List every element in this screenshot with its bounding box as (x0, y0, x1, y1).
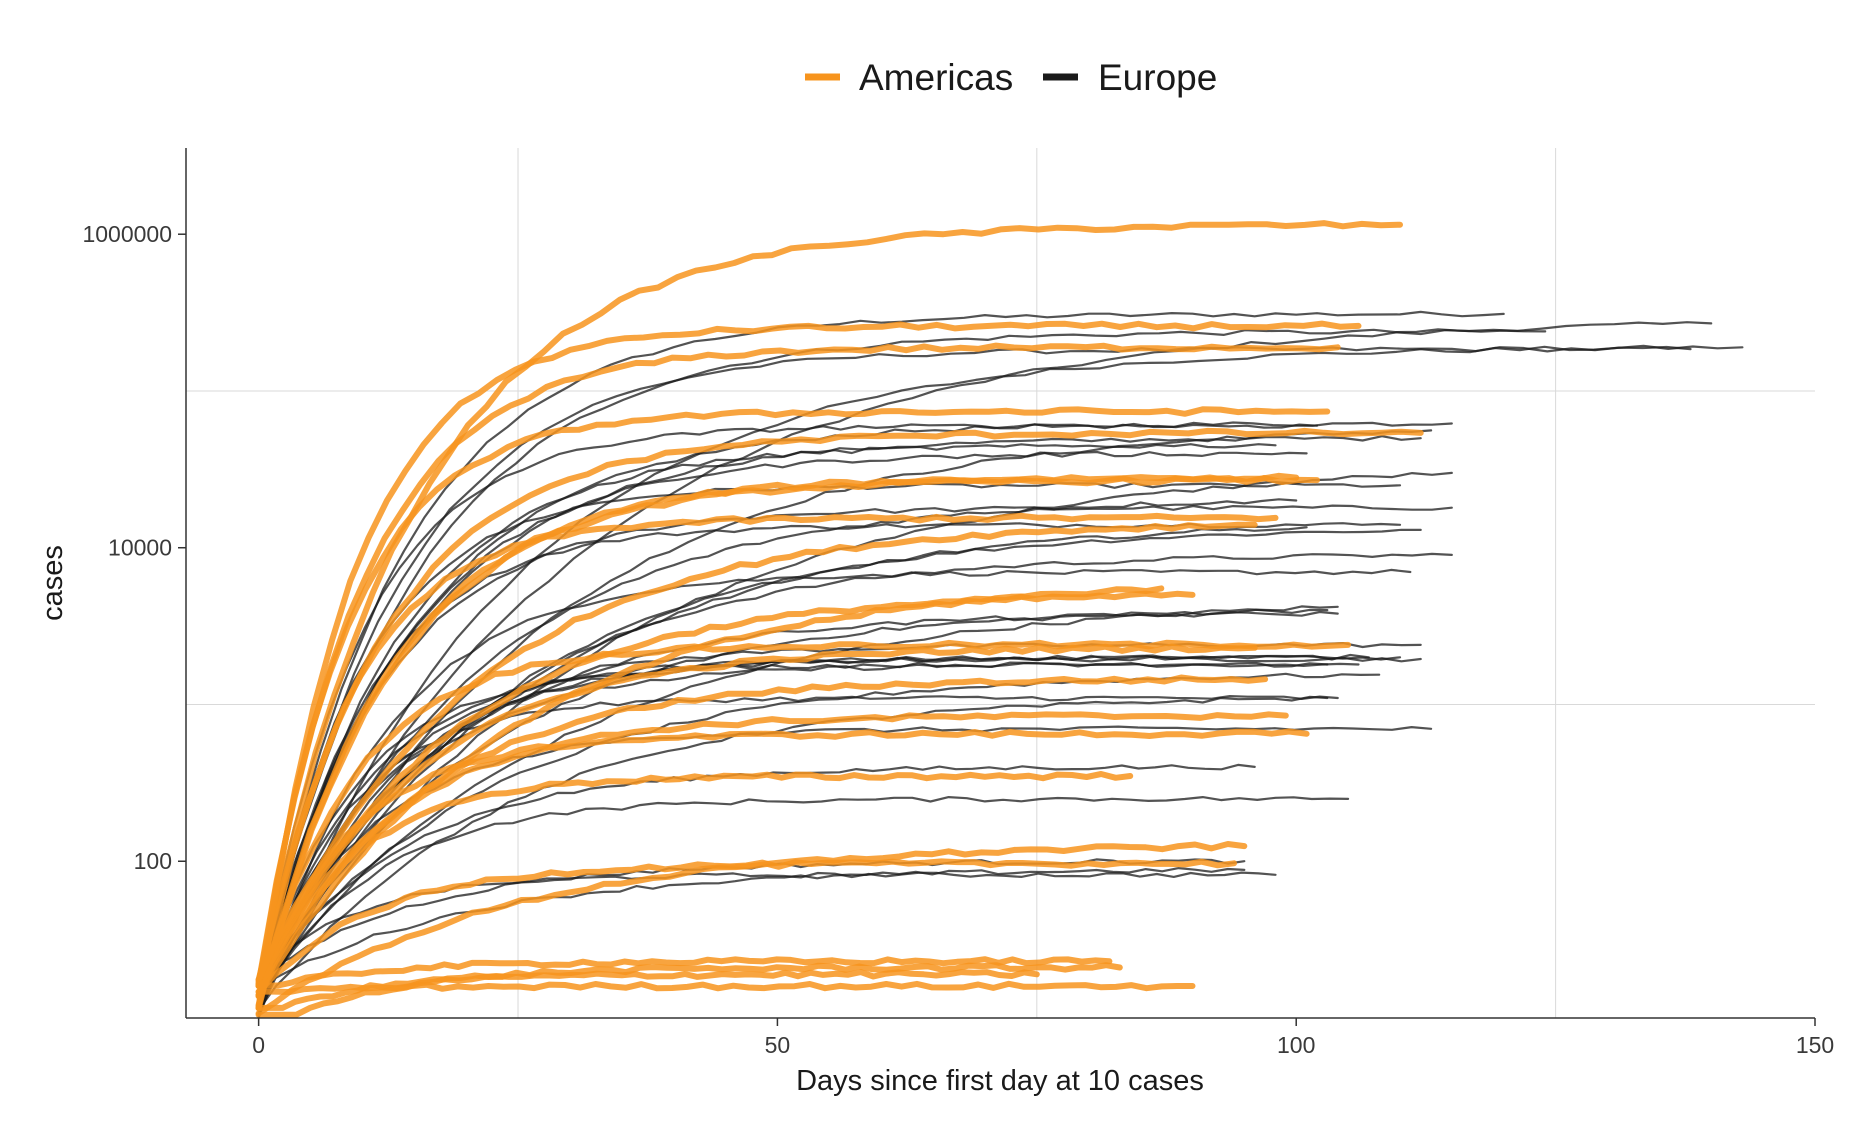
x-tick-label: 100 (1277, 1032, 1315, 1058)
europe-series-line (257, 504, 1453, 981)
americas-series-line (255, 771, 1134, 1000)
y-tick-label: 100 (134, 848, 172, 874)
x-tick-label: 150 (1796, 1032, 1834, 1058)
americas-series-line (255, 475, 1320, 1012)
europe-series-line (257, 498, 1298, 997)
americas-series-group (255, 220, 1424, 1018)
europe-series-line (257, 328, 1547, 983)
y-tick-label: 1000000 (82, 221, 172, 247)
americas-series-line (255, 969, 1040, 1011)
europe-series-line (257, 695, 1329, 1011)
americas-series-line (255, 590, 1196, 985)
americas-series-line (255, 512, 1279, 1009)
americas-series-line (255, 220, 1403, 988)
y-tick-label: 10000 (108, 535, 172, 561)
americas-series-line (255, 427, 1424, 983)
europe-series-line (257, 345, 1692, 1005)
legend-label-americas: Americas (859, 57, 1013, 98)
x-tick-label: 50 (765, 1032, 791, 1058)
europe-series-line (257, 429, 1433, 1010)
europe-series-line (257, 725, 1433, 985)
europe-series-line (257, 608, 1329, 994)
x-tick-label: 0 (252, 1032, 265, 1058)
americas-series-line (255, 711, 1289, 987)
ticks: 0 50 100 150 100 10000 1000000 (82, 221, 1834, 1058)
europe-series-line (257, 450, 1308, 996)
americas-series-line (255, 674, 1269, 998)
europe-series-line (257, 423, 1319, 995)
americas-series-line (255, 406, 1331, 989)
europe-series-line (257, 443, 1277, 1014)
y-axis-title: cases (37, 545, 69, 621)
europe-series-line (257, 653, 1370, 1017)
americas-series-line (255, 320, 1362, 1011)
americas-series-line (255, 643, 1258, 989)
legend-label-europe: Europe (1098, 57, 1217, 98)
europe-series-line (257, 867, 1246, 989)
europe-series-line (257, 435, 1422, 986)
americas-series-line (255, 858, 1237, 995)
europe-series-line (257, 610, 1339, 987)
americas-series-line (255, 521, 1258, 990)
grid (186, 148, 1815, 1019)
legend: Americas Europe (805, 57, 1217, 98)
europe-series-line (257, 321, 1713, 990)
americas-series-line (255, 342, 1341, 987)
axes (185, 148, 1815, 1019)
europe-series-group (257, 310, 1744, 1019)
americas-series-line (255, 956, 1113, 989)
x-axis-title: Days since first day at 10 cases (796, 1065, 1204, 1097)
americas-series-line (255, 639, 1352, 1000)
europe-series-line (257, 568, 1412, 1018)
europe-series-line (257, 661, 1329, 1005)
americas-series-line (255, 728, 1310, 983)
americas-series-line (255, 980, 1196, 995)
europe-series-line (257, 796, 1350, 1006)
